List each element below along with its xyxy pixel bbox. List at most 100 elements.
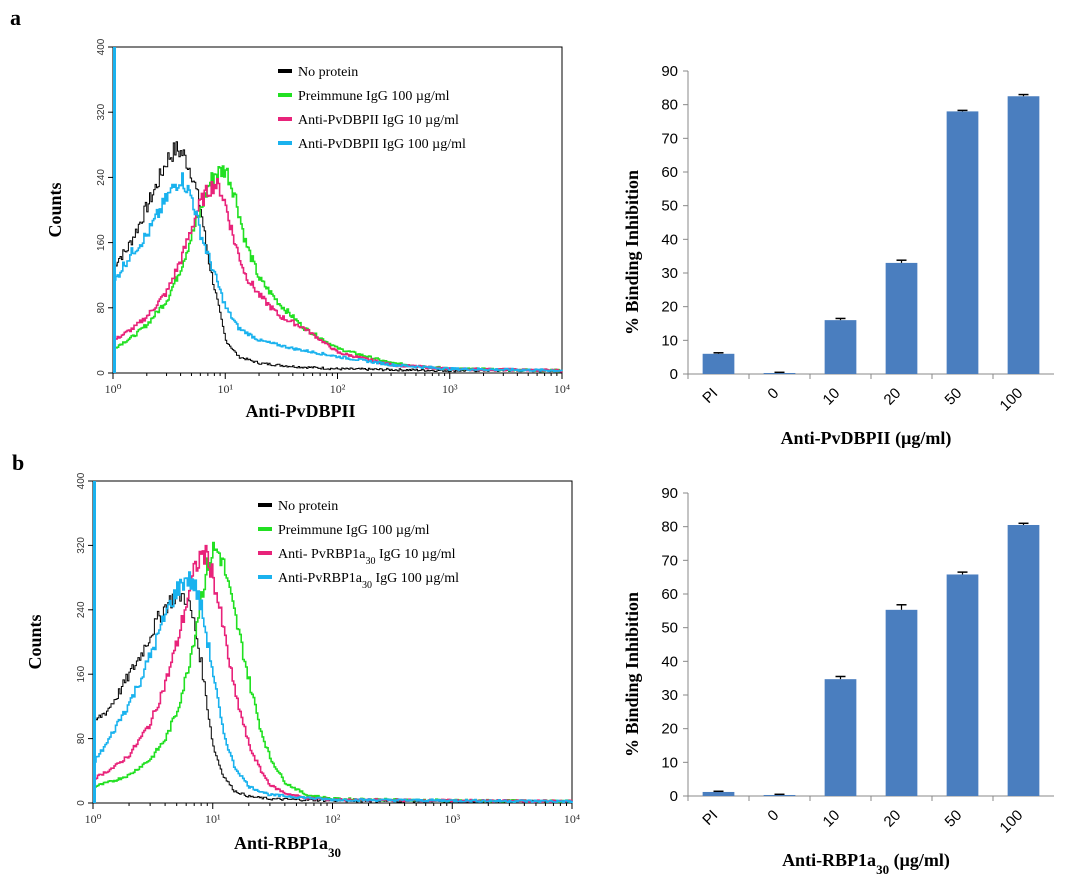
bar-chart-b: 0 10 20 30 40 50 60 70 80 90 PI 0 10 20 50 100 % Binding… [622,485,1054,875]
x-tick-label: 10¹ [217,382,233,396]
bar-50 [946,111,979,375]
y-axis-label: % Binding Inhibition [622,592,642,757]
x-axis-label-main: Anti-RBP1a [782,850,876,870]
panel-letter-a: a [10,5,21,30]
y-tick-label: 0 [670,366,678,383]
x-axis-label: Anti-RBP1a30 (µg/ml) [782,850,950,875]
x-tick-label-50: 50 [942,807,966,831]
legend-label-4: Anti-PvDBPII IgG 100 µg/ml [298,137,466,152]
legend-label-1: No protein [278,499,338,514]
x-tick-label: 10⁰ [105,382,122,396]
x-axis-label-main: Anti-RBP1a [234,833,328,853]
plot-frame [112,46,563,374]
bar-PI [702,791,735,796]
bar-0 [763,372,796,374]
legend-label-3: Anti- PvRBP1a30 IgG 10 µg/ml [278,547,456,567]
x-axis-label: Anti-RBP1a30 [234,833,341,860]
histogram-b: 0 80 160 240 320 400 10⁰ 10¹ 10² 10³ 10⁴ No protein… [25,472,580,859]
y-tick-label: 160 [76,665,87,682]
x-tick-label: 10⁴ [554,382,570,396]
legend-label-tail: IgG 100 µg/ml [372,571,459,586]
x-tick-label-10: 10 [820,385,844,409]
y-tick-label: 80 [76,733,87,745]
y-tick-label: 320 [76,537,87,554]
x-axis-label-sub: 30 [328,845,341,860]
y-tick-label: 240 [76,601,87,618]
y-tick-label: 50 [661,620,678,637]
legend-label-2: Preimmune IgG 100 µg/ml [298,89,450,104]
bar-0 [763,794,796,796]
plot-frame [92,480,573,804]
x-tick-label-100: 100 [997,807,1027,837]
y-tick-label: 70 [661,130,678,147]
y-tick-label: 60 [661,586,678,603]
x-tick-label: 10⁴ [564,812,580,826]
x-tick-label: 10⁰ [85,812,102,826]
legend-label-tail: IgG 10 µg/ml [376,547,456,562]
bar-PI [702,353,735,374]
bar-10 [824,679,857,796]
y-tick-label: 30 [661,265,678,282]
y-tick-label: 50 [661,198,678,215]
x-axis-label: Anti-PvDBPII [245,401,355,421]
y-tick-label: 90 [661,63,678,80]
y-tick-label: 40 [661,653,678,670]
bar-20 [885,262,918,374]
series-line-3 [113,178,563,373]
x-tick-label-10: 10 [820,807,844,831]
legend-label-sub: 30 [362,580,372,591]
panel-letter-b: b [12,450,24,475]
x-tick-label-PI: PI [699,385,721,407]
x-tick-label-20: 20 [881,385,905,409]
y-axis-label: % Binding Inhibition [622,170,642,335]
bar-20 [885,609,918,796]
y-axis-label: Counts [45,182,65,237]
bar-100 [1007,96,1040,374]
y-tick-label: 240 [96,169,107,186]
x-tick-label-0: 0 [764,807,782,825]
y-tick-label: 0 [670,788,678,805]
legend-label-main: Anti-PvRBP1a [278,571,363,586]
y-tick-label: 70 [661,552,678,569]
y-tick-label: 30 [661,687,678,704]
x-tick-label: 10³ [444,812,460,826]
legend-label-4: Anti-PvRBP1a30 IgG 100 µg/ml [278,571,459,591]
x-tick-label-0: 0 [764,385,782,403]
y-tick-label: 0 [76,800,87,806]
y-tick-label: 400 [96,38,107,55]
legend-label-2: Preimmune IgG 100 µg/ml [278,523,430,538]
y-tick-label: 10 [661,332,678,349]
y-axis-label: Counts [25,614,45,669]
y-tick-label: 160 [96,234,107,251]
y-tick-label: 10 [661,754,678,771]
legend-label-3: Anti-PvDBPII IgG 10 µg/ml [298,113,459,128]
x-tick-label: 10¹ [205,812,221,826]
x-axis-label-tail: (µg/ml) [889,850,950,871]
y-tick-label: 0 [96,370,107,376]
bar-chart-a: 0 10 20 30 40 50 60 70 80 90 PI 0 10 20 50 100 % Binding… [622,63,1054,449]
bar-10 [824,320,857,374]
x-tick-label: 10³ [442,382,458,396]
x-tick-label-100: 100 [997,385,1027,415]
x-tick-label-20: 20 [881,807,905,831]
y-tick-label: 400 [76,472,87,489]
x-axis-label-sub: 30 [876,862,889,875]
bar-100 [1007,524,1040,796]
x-tick-label: 10² [330,382,346,396]
y-tick-label: 80 [661,97,678,114]
series-line-4 [113,172,563,373]
x-tick-label-PI: PI [699,807,721,829]
legend-label-main: Anti- PvRBP1a [278,547,366,562]
y-tick-label: 80 [96,302,107,314]
legend-label-1: No protein [298,65,358,80]
y-tick-label: 90 [661,485,678,502]
y-tick-label: 320 [96,103,107,120]
bar-50 [946,574,979,796]
legend-label-sub: 30 [366,556,376,567]
x-tick-label-50: 50 [942,385,966,409]
x-tick-label: 10² [325,812,341,826]
series-line-4 [93,571,573,804]
histogram-a: 0 80 160 240 320 400 10⁰ 10¹ 10² 10³ 10⁴ No protein… [45,38,570,421]
y-tick-label: 80 [661,519,678,536]
